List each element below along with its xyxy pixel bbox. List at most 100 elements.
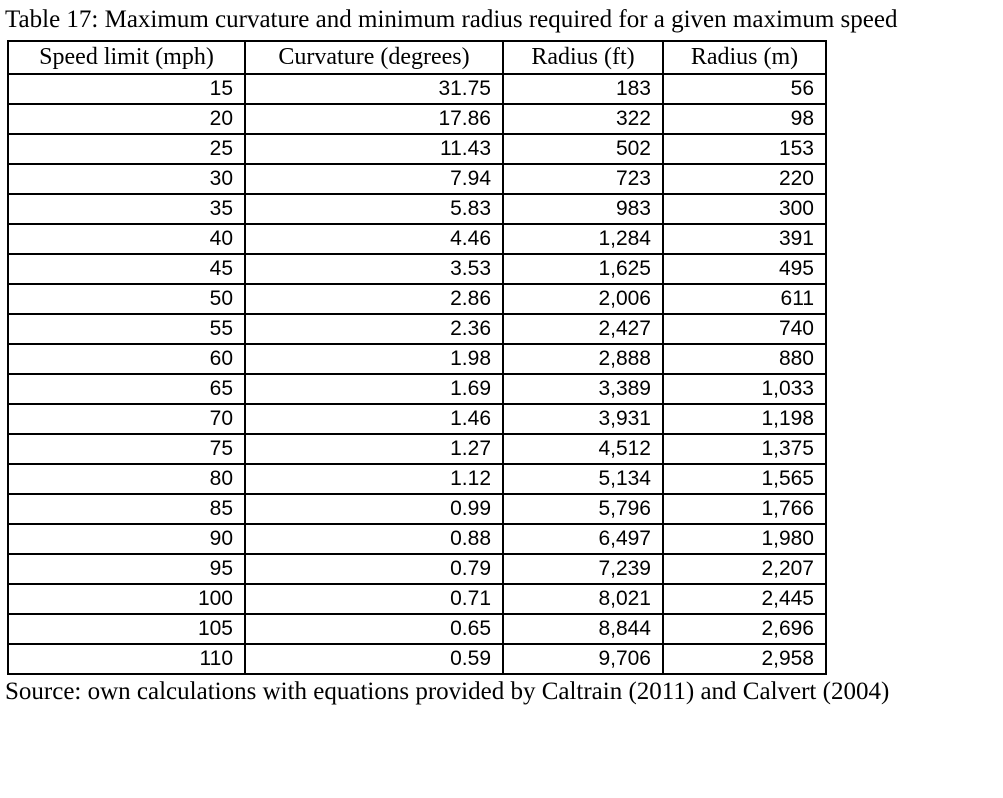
cell-radius-ft: 5,134 [502, 463, 664, 495]
cell-radius-ft: 3,389 [502, 373, 664, 405]
table-row: 100 0.71 8,021 2,445 [7, 583, 827, 615]
cell-radius-m: 2,207 [662, 553, 827, 585]
cell-curvature: 1.12 [244, 463, 504, 495]
cell-radius-m: 495 [662, 253, 827, 285]
cell-radius-ft: 5,796 [502, 493, 664, 525]
table-row: 45 3.53 1,625 495 [7, 253, 827, 285]
cell-curvature: 0.65 [244, 613, 504, 645]
table-row: 55 2.36 2,427 740 [7, 313, 827, 345]
cell-speed-limit: 20 [7, 103, 246, 135]
cell-speed-limit: 35 [7, 193, 246, 225]
cell-radius-m: 300 [662, 193, 827, 225]
curvature-radius-table: Speed limit (mph) Curvature (degrees) Ra… [7, 40, 827, 675]
cell-speed-limit: 105 [7, 613, 246, 645]
cell-radius-ft: 2,006 [502, 283, 664, 315]
table-row: 30 7.94 723 220 [7, 163, 827, 195]
table-row: 90 0.88 6,497 1,980 [7, 523, 827, 555]
cell-radius-m: 1,766 [662, 493, 827, 525]
table-row: 65 1.69 3,389 1,033 [7, 373, 827, 405]
cell-speed-limit: 50 [7, 283, 246, 315]
cell-curvature: 3.53 [244, 253, 504, 285]
cell-radius-m: 391 [662, 223, 827, 255]
table-body: 15 31.75 183 56 20 17.86 322 98 25 11.43… [7, 73, 827, 675]
cell-curvature: 1.69 [244, 373, 504, 405]
cell-speed-limit: 70 [7, 403, 246, 435]
table-row: 95 0.79 7,239 2,207 [7, 553, 827, 585]
cell-speed-limit: 80 [7, 463, 246, 495]
table-row: 20 17.86 322 98 [7, 103, 827, 135]
table-row: 25 11.43 502 153 [7, 133, 827, 165]
cell-radius-m: 1,375 [662, 433, 827, 465]
cell-curvature: 0.71 [244, 583, 504, 615]
cell-speed-limit: 40 [7, 223, 246, 255]
cell-radius-ft: 2,427 [502, 313, 664, 345]
table-row: 40 4.46 1,284 391 [7, 223, 827, 255]
cell-curvature: 1.98 [244, 343, 504, 375]
cell-radius-ft: 9,706 [502, 643, 664, 675]
table-row: 60 1.98 2,888 880 [7, 343, 827, 375]
cell-curvature: 1.46 [244, 403, 504, 435]
table-row: 70 1.46 3,931 1,198 [7, 403, 827, 435]
table-header-row: Speed limit (mph) Curvature (degrees) Ra… [7, 40, 827, 75]
col-header-radius-m: Radius (m) [662, 40, 827, 75]
cell-radius-ft: 983 [502, 193, 664, 225]
source-note: Source: own calculations with equations … [5, 678, 890, 705]
col-header-speed-limit: Speed limit (mph) [7, 40, 246, 75]
cell-curvature: 1.27 [244, 433, 504, 465]
col-header-radius-ft: Radius (ft) [502, 40, 664, 75]
cell-radius-ft: 6,497 [502, 523, 664, 555]
cell-curvature: 17.86 [244, 103, 504, 135]
cell-radius-ft: 1,625 [502, 253, 664, 285]
cell-speed-limit: 25 [7, 133, 246, 165]
cell-speed-limit: 60 [7, 343, 246, 375]
table-row: 35 5.83 983 300 [7, 193, 827, 225]
cell-curvature: 31.75 [244, 73, 504, 105]
cell-curvature: 0.59 [244, 643, 504, 675]
cell-curvature: 0.99 [244, 493, 504, 525]
cell-radius-ft: 322 [502, 103, 664, 135]
cell-radius-ft: 8,021 [502, 583, 664, 615]
cell-radius-ft: 2,888 [502, 343, 664, 375]
cell-curvature: 2.36 [244, 313, 504, 345]
table-row: 75 1.27 4,512 1,375 [7, 433, 827, 465]
cell-radius-m: 2,958 [662, 643, 827, 675]
cell-speed-limit: 75 [7, 433, 246, 465]
cell-radius-m: 2,696 [662, 613, 827, 645]
cell-radius-ft: 183 [502, 73, 664, 105]
table-row: 85 0.99 5,796 1,766 [7, 493, 827, 525]
cell-curvature: 5.83 [244, 193, 504, 225]
cell-speed-limit: 55 [7, 313, 246, 345]
cell-radius-m: 880 [662, 343, 827, 375]
cell-radius-m: 740 [662, 313, 827, 345]
cell-radius-m: 56 [662, 73, 827, 105]
cell-radius-ft: 3,931 [502, 403, 664, 435]
cell-curvature: 11.43 [244, 133, 504, 165]
cell-radius-m: 153 [662, 133, 827, 165]
cell-speed-limit: 45 [7, 253, 246, 285]
cell-speed-limit: 85 [7, 493, 246, 525]
cell-radius-ft: 8,844 [502, 613, 664, 645]
cell-speed-limit: 95 [7, 553, 246, 585]
cell-radius-m: 98 [662, 103, 827, 135]
cell-radius-m: 2,445 [662, 583, 827, 615]
cell-speed-limit: 65 [7, 373, 246, 405]
cell-radius-ft: 7,239 [502, 553, 664, 585]
table-row: 105 0.65 8,844 2,696 [7, 613, 827, 645]
cell-speed-limit: 30 [7, 163, 246, 195]
cell-radius-m: 1,198 [662, 403, 827, 435]
cell-radius-m: 220 [662, 163, 827, 195]
table-row: 110 0.59 9,706 2,958 [7, 643, 827, 675]
cell-speed-limit: 90 [7, 523, 246, 555]
cell-radius-ft: 723 [502, 163, 664, 195]
cell-radius-m: 1,565 [662, 463, 827, 495]
cell-curvature: 4.46 [244, 223, 504, 255]
table-caption: Table 17: Maximum curvature and minimum … [5, 6, 898, 33]
table-row: 50 2.86 2,006 611 [7, 283, 827, 315]
cell-speed-limit: 100 [7, 583, 246, 615]
cell-radius-ft: 502 [502, 133, 664, 165]
cell-curvature: 0.88 [244, 523, 504, 555]
cell-speed-limit: 110 [7, 643, 246, 675]
cell-curvature: 0.79 [244, 553, 504, 585]
col-header-curvature: Curvature (degrees) [244, 40, 504, 75]
